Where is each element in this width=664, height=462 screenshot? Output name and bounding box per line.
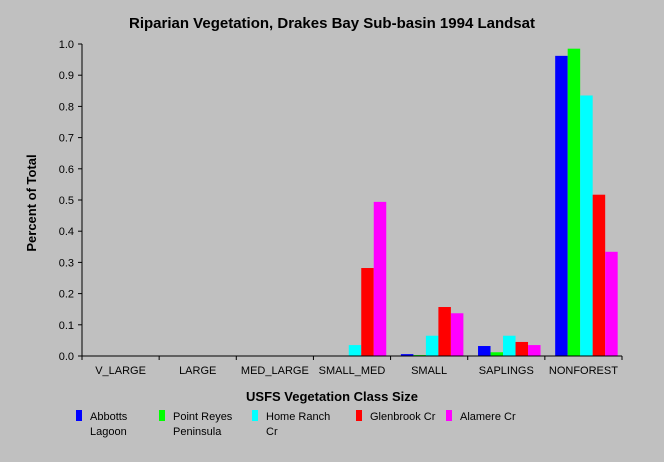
- x-tick-label: SMALL_MED: [319, 365, 386, 377]
- legend-label: Abbotts: [90, 411, 128, 423]
- bar: [490, 352, 504, 356]
- legend-label: Cr: [266, 426, 278, 438]
- bar: [605, 251, 618, 356]
- y-tick-label: 0.8: [59, 101, 74, 113]
- bar: [450, 313, 464, 356]
- legend-swatch: [76, 410, 82, 421]
- plot-background: [82, 44, 622, 356]
- bar: [438, 307, 451, 356]
- bar: [361, 268, 374, 356]
- x-tick-label: SAPLINGS: [479, 365, 534, 377]
- y-tick-label: 0.2: [59, 289, 74, 301]
- bar: [400, 354, 414, 356]
- bar: [555, 55, 568, 357]
- bar: [478, 346, 491, 356]
- legend-label: Alamere Cr: [460, 411, 516, 423]
- bar: [425, 335, 439, 356]
- legend-label: Home Ranch: [266, 411, 330, 423]
- y-tick-label: 0.9: [59, 70, 74, 82]
- legend: Abbotts Lagoon Point Reyes Peninsula Home Ra…: [76, 410, 516, 438]
- legend-label: Lagoon: [90, 426, 127, 438]
- y-tick-label: 0.3: [59, 257, 74, 269]
- legend-label: Peninsula: [173, 426, 222, 438]
- bar: [515, 341, 529, 356]
- x-tick-label: NONFOREST: [549, 365, 618, 377]
- legend-swatch: [159, 410, 165, 421]
- bar: [592, 194, 606, 356]
- x-tick-label: SMALL: [411, 365, 447, 377]
- bar: [580, 95, 593, 356]
- y-tick-label: 0.6: [59, 164, 74, 176]
- legend-swatch: [252, 410, 258, 421]
- bar: [373, 201, 387, 356]
- plot-area: 0.0 0.1 0.2 0.3 0.4 0.5 0.6 0.7 0.8 0.9 1.0 V_LARGE…: [59, 39, 623, 377]
- bar: [567, 48, 581, 357]
- y-tick-label: 1.0: [59, 39, 74, 51]
- x-tick-label: MED_LARGE: [241, 365, 309, 377]
- x-tick-label: LARGE: [179, 365, 216, 377]
- legend-label: Point Reyes: [173, 411, 233, 423]
- y-tick-label: 0.5: [59, 195, 74, 207]
- y-axis-title: Percent of Total: [24, 154, 39, 251]
- bar: [503, 335, 516, 356]
- x-axis-title: USFS Vegetation Class Size: [246, 389, 418, 404]
- legend-swatch: [356, 410, 362, 421]
- y-tick-label: 0.7: [59, 133, 74, 145]
- chart-title: Riparian Vegetation, Drakes Bay Sub-basi…: [129, 15, 535, 32]
- legend-swatch: [446, 410, 452, 421]
- legend-label: Glenbrook Cr: [370, 411, 436, 423]
- y-tick-label: 0.0: [59, 351, 74, 363]
- x-tick-label: V_LARGE: [95, 365, 146, 377]
- y-tick-label: 0.4: [59, 226, 74, 238]
- y-tick-label: 0.1: [59, 320, 74, 332]
- bar: [528, 345, 541, 356]
- bar: [348, 345, 362, 356]
